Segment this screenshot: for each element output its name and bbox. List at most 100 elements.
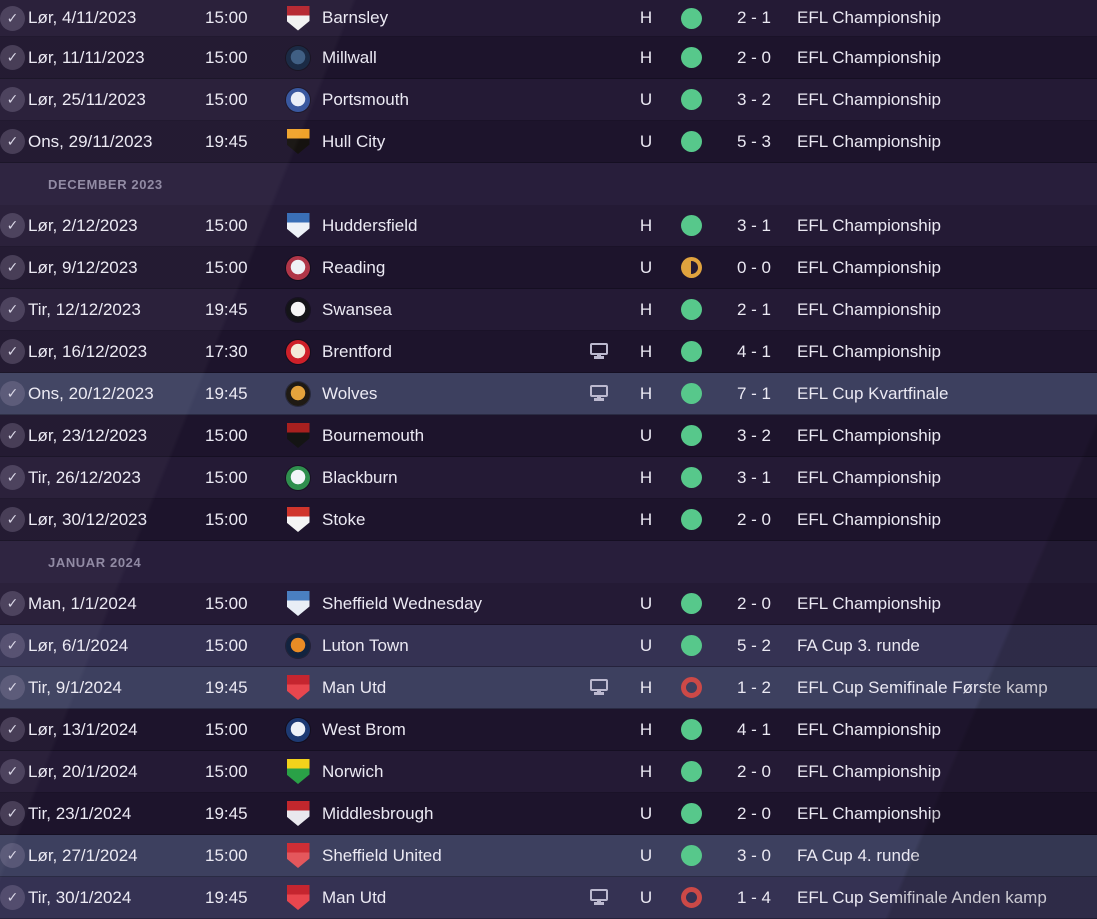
fixture-time: 19:45 bbox=[205, 131, 248, 151]
played-check-cell bbox=[0, 633, 28, 658]
tv-cell bbox=[577, 49, 621, 67]
result-cell bbox=[671, 215, 711, 236]
club-badge-cell bbox=[280, 843, 316, 868]
fixture-time: 19:45 bbox=[205, 383, 248, 403]
club-badge-cell bbox=[280, 759, 316, 784]
result-cell bbox=[671, 131, 711, 152]
fixture-row[interactable]: Tir, 23/1/2024 19:45 Middlesbrough U 2 -… bbox=[0, 793, 1097, 835]
opponent-name: Middlesbrough bbox=[322, 803, 434, 823]
venue-indicator: U bbox=[639, 803, 653, 823]
fixture-row[interactable]: Ons, 20/12/2023 19:45 Wolves H 7 - 1 EFL… bbox=[0, 373, 1097, 415]
club-badge-cell bbox=[280, 717, 316, 742]
club-badge-icon bbox=[286, 423, 310, 448]
score: 3 - 1 bbox=[736, 467, 772, 487]
result-cell bbox=[671, 593, 711, 614]
fixture-time: 15:00 bbox=[205, 761, 248, 781]
fixture-row[interactable]: Lør, 27/1/2024 15:00 Sheffield United U … bbox=[0, 835, 1097, 877]
played-check-icon bbox=[0, 633, 25, 658]
venue-indicator: H bbox=[639, 719, 653, 739]
result-cell bbox=[671, 7, 711, 29]
result-cell bbox=[671, 383, 711, 404]
fixture-row[interactable]: Man, 1/1/2024 15:00 Sheffield Wednesday … bbox=[0, 583, 1097, 625]
venue-indicator: H bbox=[639, 341, 653, 361]
fixture-row[interactable]: Lør, 23/12/2023 15:00 Bournemouth U 3 - … bbox=[0, 415, 1097, 457]
tv-cell bbox=[577, 511, 621, 529]
month-header: JANUAR 2024 bbox=[0, 541, 1097, 583]
club-badge-icon bbox=[286, 381, 310, 406]
result-cell bbox=[671, 635, 711, 656]
competition-name: EFL Championship bbox=[797, 215, 941, 235]
fixture-row[interactable]: Lør, 9/12/2023 15:00 Reading U 0 - 0 EFL… bbox=[0, 247, 1097, 289]
fixture-row[interactable]: Lør, 20/1/2024 15:00 Norwich H 2 - 0 EFL… bbox=[0, 751, 1097, 793]
club-badge-cell bbox=[280, 213, 316, 238]
club-badge-cell bbox=[280, 255, 316, 280]
competition-name: EFL Cup Kvartfinale bbox=[797, 383, 949, 403]
tv-cell bbox=[577, 301, 621, 319]
result-cell bbox=[671, 719, 711, 740]
played-check-icon bbox=[0, 507, 25, 532]
score: 1 - 2 bbox=[736, 677, 772, 697]
result-icon bbox=[680, 257, 702, 278]
fixture-row[interactable]: Lør, 2/12/2023 15:00 Huddersfield H 3 - … bbox=[0, 205, 1097, 247]
venue-indicator: H bbox=[639, 383, 653, 403]
fixture-date: Lør, 20/1/2024 bbox=[28, 761, 138, 781]
fixture-row[interactable]: Lør, 6/1/2024 15:00 Luton Town U 5 - 2 F… bbox=[0, 625, 1097, 667]
fixture-time: 17:30 bbox=[205, 341, 248, 361]
score: 3 - 2 bbox=[736, 425, 772, 445]
played-check-cell bbox=[0, 255, 28, 280]
fixture-row[interactable]: Lør, 16/12/2023 17:30 Brentford H 4 - 1 … bbox=[0, 331, 1097, 373]
fixture-time: 15:00 bbox=[205, 425, 248, 445]
score: 2 - 0 bbox=[736, 803, 772, 823]
result-icon bbox=[680, 47, 702, 68]
club-badge-cell bbox=[280, 675, 316, 700]
fixture-time: 19:45 bbox=[205, 299, 248, 319]
opponent-name: Millwall bbox=[322, 47, 377, 67]
fixture-date: Lør, 11/11/2023 bbox=[28, 47, 145, 67]
fixture-row[interactable]: Tir, 12/12/2023 19:45 Swansea H 2 - 1 EF… bbox=[0, 289, 1097, 331]
result-cell bbox=[671, 845, 711, 866]
result-cell bbox=[671, 341, 711, 362]
result-cell bbox=[671, 89, 711, 110]
opponent-name: Man Utd bbox=[322, 887, 387, 907]
fixture-date: Lør, 27/1/2024 bbox=[28, 845, 138, 865]
fixture-date: Lør, 2/12/2023 bbox=[28, 215, 138, 235]
score: 2 - 0 bbox=[736, 593, 772, 613]
competition-name: EFL Championship bbox=[797, 8, 941, 27]
club-badge-icon bbox=[286, 885, 310, 910]
tv-icon bbox=[590, 678, 608, 691]
opponent-name: Blackburn bbox=[322, 467, 398, 487]
result-cell bbox=[671, 803, 711, 824]
fixture-row[interactable]: Tir, 9/1/2024 19:45 Man Utd H 1 - 2 EFL … bbox=[0, 667, 1097, 709]
fixture-row[interactable]: Ons, 29/11/2023 19:45 Hull City U 5 - 3 … bbox=[0, 121, 1097, 163]
opponent-name: Hull City bbox=[322, 131, 386, 151]
fixture-row[interactable]: Lør, 11/11/2023 15:00 Millwall H 2 - 0 E… bbox=[0, 37, 1097, 79]
club-badge-icon bbox=[286, 5, 310, 31]
club-badge-cell bbox=[280, 129, 316, 154]
competition-name: EFL Championship bbox=[797, 47, 941, 67]
result-icon bbox=[680, 131, 702, 152]
competition-name: FA Cup 4. runde bbox=[797, 845, 920, 865]
played-check-cell bbox=[0, 381, 28, 406]
fixture-date: Ons, 29/11/2023 bbox=[28, 131, 153, 151]
competition-name: EFL Championship bbox=[797, 89, 941, 109]
score: 4 - 1 bbox=[736, 341, 772, 361]
played-check-icon bbox=[0, 87, 25, 112]
fixture-date: Lør, 13/1/2024 bbox=[28, 719, 138, 739]
fixture-time: 15:00 bbox=[205, 845, 248, 865]
score: 2 - 0 bbox=[736, 761, 772, 781]
fixture-row[interactable]: Tir, 30/1/2024 19:45 Man Utd U 1 - 4 EFL… bbox=[0, 877, 1097, 919]
fixture-row[interactable]: Lør, 30/12/2023 15:00 Stoke H 2 - 0 EFL … bbox=[0, 499, 1097, 541]
played-check-cell bbox=[0, 129, 28, 154]
fixture-row[interactable]: Lør, 25/11/2023 15:00 Portsmouth U 3 - 2… bbox=[0, 79, 1097, 121]
played-check-icon bbox=[0, 717, 25, 742]
fixture-row[interactable]: Lør, 4/11/2023 15:00 Barnsley H 2 - 1 EF… bbox=[0, 0, 1097, 37]
tv-cell bbox=[577, 469, 621, 487]
fixture-date: Tir, 26/12/2023 bbox=[28, 467, 141, 487]
played-check-cell bbox=[0, 717, 28, 742]
club-badge-icon bbox=[286, 843, 310, 868]
month-header-label: DECEMBER 2023 bbox=[48, 176, 163, 192]
fixture-row[interactable]: Tir, 26/12/2023 15:00 Blackburn H 3 - 1 … bbox=[0, 457, 1097, 499]
fixture-row[interactable]: Lør, 13/1/2024 15:00 West Brom H 4 - 1 E… bbox=[0, 709, 1097, 751]
competition-name: EFL Cup Semifinale Anden kamp bbox=[797, 887, 1047, 907]
